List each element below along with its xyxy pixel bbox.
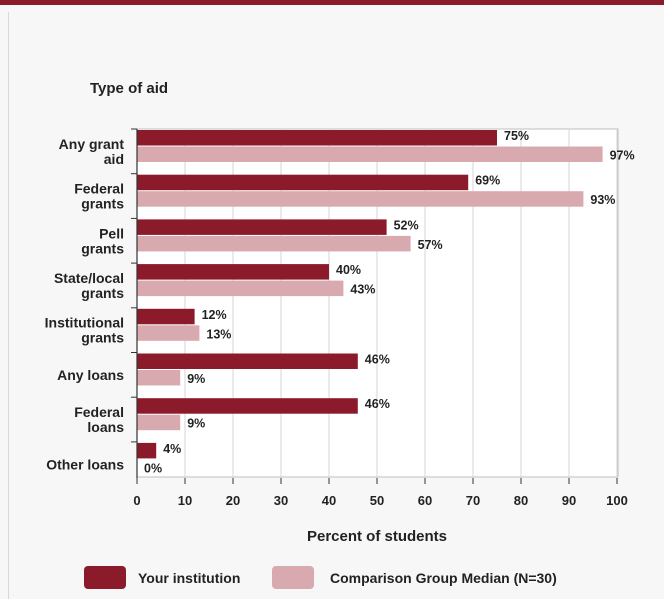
bar bbox=[137, 130, 497, 146]
data-label: 40% bbox=[336, 263, 361, 277]
data-label: 9% bbox=[187, 372, 205, 386]
category-label: Federal bbox=[74, 404, 124, 420]
bar bbox=[137, 398, 358, 414]
category-label: grants bbox=[81, 330, 124, 346]
data-label: 13% bbox=[206, 327, 231, 341]
category-labels: Any grantaidFederalgrantsPellgrantsState… bbox=[45, 128, 137, 472]
bar bbox=[137, 308, 195, 325]
data-label: 69% bbox=[475, 174, 500, 188]
bar bbox=[137, 219, 387, 235]
category-label: Any grant bbox=[59, 136, 125, 152]
data-label: 43% bbox=[350, 283, 375, 297]
bars: 75% 97% 69% 93% 52% 57% 40% 43% 12% 13% 46% 9% 46% 9%… bbox=[137, 129, 635, 475]
category-label: Pell bbox=[99, 225, 124, 241]
legend-label: Comparison Group Median (N=30) bbox=[330, 570, 557, 586]
data-label: 12% bbox=[202, 308, 227, 322]
y-axis-heading: Type of aid bbox=[90, 80, 168, 97]
x-tick-label: 100 bbox=[606, 493, 628, 508]
category-label: Institutional bbox=[45, 315, 124, 331]
top-rule bbox=[0, 0, 664, 5]
legend-swatch bbox=[272, 566, 314, 589]
data-label: 93% bbox=[590, 193, 615, 207]
x-tick-label: 50 bbox=[370, 493, 384, 508]
x-tick-label: 20 bbox=[226, 493, 240, 508]
bar bbox=[137, 325, 200, 341]
x-tick-label: 60 bbox=[418, 493, 432, 508]
data-label: 52% bbox=[394, 218, 419, 232]
category-label: Federal bbox=[74, 181, 124, 197]
bar bbox=[137, 353, 358, 369]
data-label: 46% bbox=[365, 397, 390, 411]
data-label: 75% bbox=[504, 129, 529, 143]
legend: Your institution Comparison Group Median … bbox=[84, 566, 557, 589]
left-rule bbox=[8, 12, 9, 599]
x-tick-label: 30 bbox=[274, 493, 288, 508]
x-tick-label: 90 bbox=[562, 493, 576, 508]
x-tick-label: 0 bbox=[133, 493, 140, 508]
category-label: Other loans bbox=[46, 456, 124, 472]
bar bbox=[137, 191, 584, 207]
bar bbox=[137, 442, 157, 459]
x-tick-label: 70 bbox=[466, 493, 480, 508]
data-label: 46% bbox=[365, 353, 390, 367]
x-tick-label: 80 bbox=[514, 493, 528, 508]
bar bbox=[137, 174, 469, 191]
bar bbox=[137, 264, 329, 280]
data-label: 9% bbox=[187, 417, 205, 431]
category-label: aid bbox=[104, 151, 124, 167]
bar bbox=[137, 146, 603, 162]
legend-swatch bbox=[84, 566, 126, 589]
legend-label: Your institution bbox=[138, 570, 240, 586]
category-label: grants bbox=[81, 196, 124, 212]
category-label: Any loans bbox=[57, 367, 124, 383]
x-tick-labels: 0 10 20 30 40 50 60 70 80 90 100 bbox=[133, 478, 628, 508]
data-label: 57% bbox=[418, 238, 443, 252]
data-label: 97% bbox=[610, 149, 635, 163]
data-label: 4% bbox=[163, 442, 181, 456]
category-label: grants bbox=[81, 285, 124, 301]
x-tick-label: 10 bbox=[178, 493, 192, 508]
bar bbox=[137, 280, 344, 297]
x-tick-label: 40 bbox=[322, 493, 336, 508]
x-axis-title: Percent of students bbox=[307, 528, 447, 545]
category-label: State/local bbox=[54, 270, 124, 286]
bar bbox=[137, 235, 411, 252]
bar bbox=[137, 370, 181, 386]
bar bbox=[137, 414, 181, 431]
data-label: 0% bbox=[144, 461, 162, 475]
category-label: grants bbox=[81, 240, 124, 256]
category-label: loans bbox=[87, 419, 124, 435]
